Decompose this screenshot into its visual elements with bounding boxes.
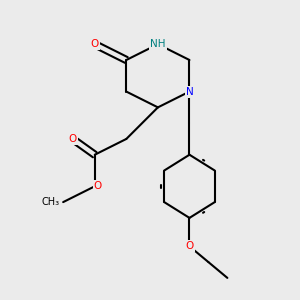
Text: O: O <box>91 39 99 49</box>
Text: N: N <box>186 87 193 97</box>
Text: CH₃: CH₃ <box>42 197 60 207</box>
Text: O: O <box>68 134 77 144</box>
Text: O: O <box>185 241 194 251</box>
Text: O: O <box>94 181 102 191</box>
Text: NH: NH <box>150 39 166 49</box>
